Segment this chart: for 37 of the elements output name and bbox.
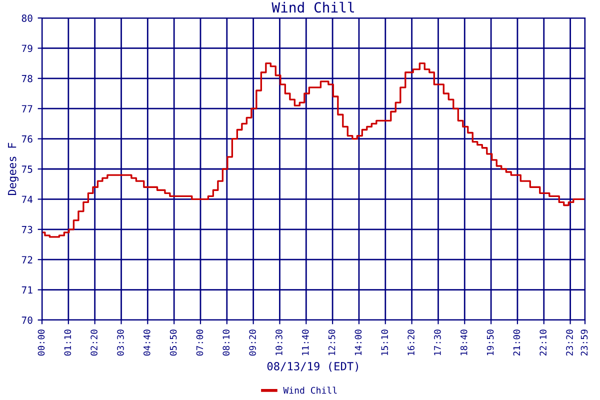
x-tick-label: 01:10 (64, 330, 72, 356)
x-tick-label: 07:00 (196, 330, 204, 356)
x-tick-label: 23:59 (580, 330, 588, 356)
y-tick-label: 77 (22, 105, 32, 112)
x-tick-label: 19:50 (486, 330, 494, 356)
y-tick-label: 76 (22, 135, 32, 143)
y-tick-label: 73 (22, 226, 32, 234)
x-tick-label: 04:40 (143, 330, 150, 356)
x-tick-label: 16:20 (408, 330, 414, 356)
x-tick-label: 09:20 (249, 330, 256, 356)
y-tick-label: 80 (22, 14, 32, 22)
y-tick-label: 78 (22, 74, 32, 82)
x-tick-label: 15:10 (381, 330, 388, 356)
y-tick-label: 70 (22, 316, 32, 324)
x-tick-label: 08:10 (222, 330, 230, 356)
x-tick-label: 14:00 (354, 330, 362, 356)
x-tick-label: 23:20 (566, 330, 573, 356)
x-tick-label: 00:00 (38, 330, 45, 356)
x-tick-label: 10:30 (276, 330, 282, 356)
x-tick-label: 22:10 (540, 330, 547, 356)
x-tick-label: 05:50 (170, 330, 177, 356)
legend-label: Wind Chill (283, 386, 337, 394)
x-tick-label: 12:50 (328, 330, 336, 356)
y-tick-label: 74 (22, 196, 33, 203)
x-tick-label: 17:30 (434, 330, 441, 356)
x-tick-label: 21:00 (513, 330, 520, 356)
y-tick-label: 79 (22, 44, 32, 52)
x-tick-label: 18:40 (460, 330, 468, 356)
x-axis-title: 08/13/19 (EDT) (267, 362, 358, 372)
x-tick-label: 03:30 (117, 330, 124, 356)
y-tick-label: 75 (22, 166, 32, 173)
chart-title: Wind Chill (272, 2, 354, 13)
x-tick-label: 02:20 (90, 330, 98, 356)
y-tick-label: 72 (22, 256, 32, 264)
x-tick-label: 11:40 (302, 330, 309, 356)
y-tick-label: 71 (22, 286, 32, 294)
y-axis-title: Degees F (8, 142, 18, 196)
